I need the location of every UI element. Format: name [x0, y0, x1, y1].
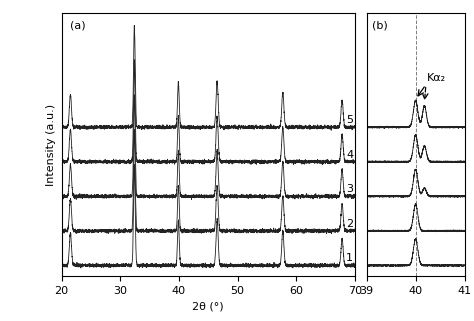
- Text: (b): (b): [372, 21, 387, 31]
- Y-axis label: Intensity (a.u.): Intensity (a.u.): [46, 103, 56, 186]
- Text: 5: 5: [346, 115, 353, 125]
- X-axis label: 2θ (°): 2θ (°): [192, 301, 224, 311]
- Text: 1: 1: [346, 253, 353, 263]
- Text: 2: 2: [346, 219, 353, 229]
- Text: 3: 3: [346, 184, 353, 194]
- Text: 4: 4: [346, 150, 353, 160]
- Text: Kα₂: Kα₂: [427, 73, 446, 83]
- Text: (a): (a): [71, 21, 86, 31]
